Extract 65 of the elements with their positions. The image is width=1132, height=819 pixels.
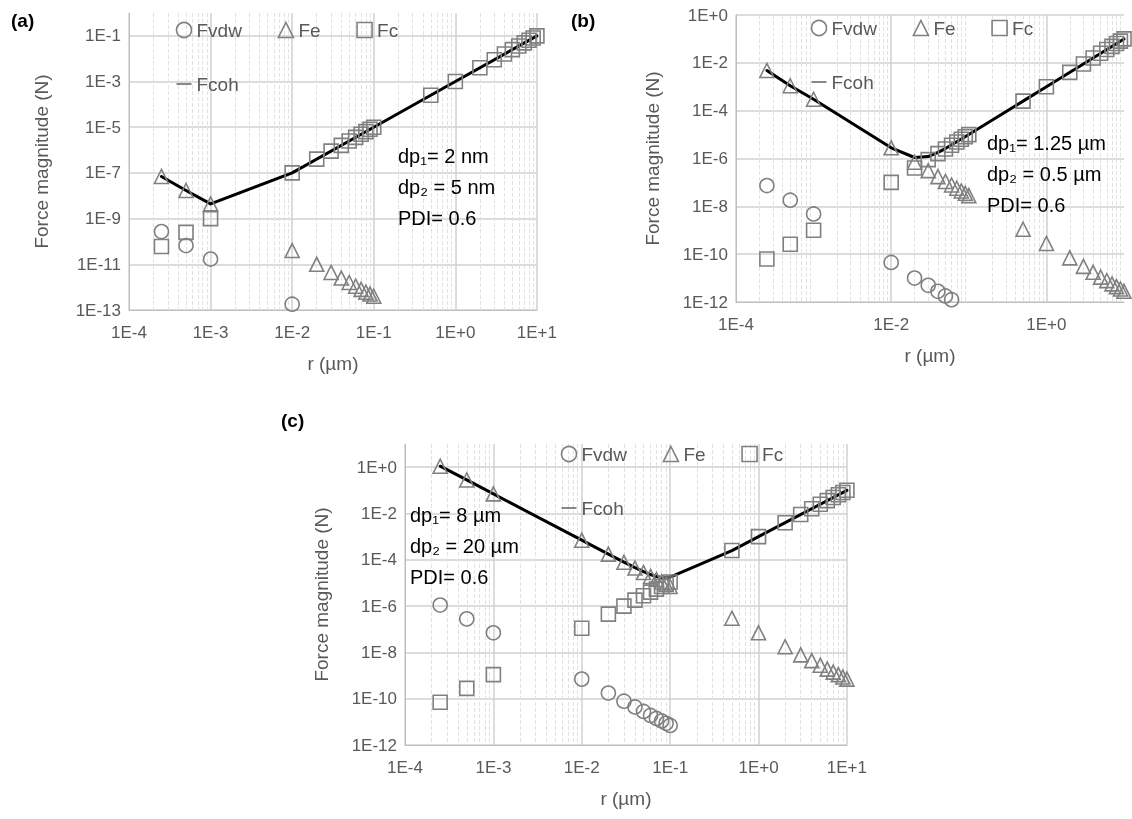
- x-tick-label: 1E-3: [475, 758, 512, 777]
- legend-label: Fe: [933, 17, 956, 39]
- x-tick-label: 1E-2: [274, 323, 311, 342]
- x-tick-label: 1E-4: [111, 323, 147, 342]
- x-tick-label: 1E+0: [1026, 315, 1067, 334]
- x-tick-label: 1E+0: [435, 323, 476, 342]
- x-tick-label: 1E-1: [652, 758, 689, 777]
- chart-title: (a): [11, 10, 35, 31]
- x-tick-label: 1E+1: [516, 323, 558, 342]
- annotation: PDI= 0.6: [398, 207, 477, 229]
- annotation: dp₁= 2 nm: [398, 145, 489, 167]
- y-tick-label: 1E-8: [692, 196, 728, 216]
- annotation: dp₂ = 5 nm: [398, 176, 496, 198]
- legend-label: Fc: [377, 19, 399, 41]
- y-tick-label: 1E-8: [361, 642, 397, 662]
- y-tick-label: 1E-12: [682, 292, 728, 312]
- legend-label: Fc: [1012, 17, 1034, 39]
- annotation: dp₁= 1.25 µm: [987, 132, 1106, 154]
- legend-label: Fvdw: [581, 443, 628, 465]
- y-tick-label: 1E-1: [85, 26, 121, 46]
- y-tick-label: 1E-6: [692, 149, 728, 168]
- y-tick-label: 1E-5: [85, 117, 121, 137]
- y-tick-label: 1E-4: [692, 101, 728, 121]
- y-tick-label: 1E-10: [351, 689, 397, 709]
- y-tick-label: 1E-2: [692, 53, 728, 73]
- x-axis-title: r (µm): [904, 345, 956, 366]
- x-axis-title: r (µm): [307, 353, 359, 374]
- x-tick-label: 1E-3: [192, 323, 229, 342]
- x-tick-label: 1E-4: [718, 315, 754, 334]
- y-tick-label: 1E-3: [85, 72, 121, 92]
- text: (b): [571, 10, 596, 31]
- legend-label: Fvdw: [831, 17, 878, 39]
- x-tick-label: 1E+1: [826, 758, 868, 777]
- legend-label: Fe: [683, 443, 706, 465]
- x-tick-label: 1E-2: [873, 315, 910, 334]
- legend-label: Fe: [298, 19, 321, 41]
- legend-label: Fcoh: [581, 497, 624, 519]
- legend-label: Fcoh: [196, 73, 239, 95]
- y-tick-label: 1E-2: [361, 503, 397, 523]
- legend-label: Fc: [762, 443, 784, 465]
- x-tick-label: 1E-4: [387, 758, 423, 777]
- annotation: dp₂ = 0.5 µm: [987, 163, 1102, 185]
- legend-label: Fvdw: [196, 19, 243, 41]
- y-tick-label: 1E-10: [682, 244, 728, 264]
- y-axis-title: Force magnitude (N): [311, 507, 332, 682]
- y-tick-label: 1E+0: [687, 5, 728, 25]
- annotation: dp₂ = 20 µm: [410, 535, 519, 557]
- y-axis-title: Force magnitude (N): [642, 71, 663, 246]
- y-tick-label: 1E-13: [75, 300, 121, 320]
- y-tick-label: 1E+0: [356, 457, 397, 477]
- chart-title: (c): [281, 410, 305, 431]
- y-tick-label: 1E-6: [361, 596, 397, 616]
- y-tick-label: 1E-9: [85, 209, 121, 229]
- y-tick-label: 1E-4: [361, 550, 397, 570]
- y-tick-label: 1E-11: [76, 254, 121, 274]
- y-tick-label: 1E-7: [85, 163, 121, 183]
- annotation: dp₁= 8 µm: [410, 504, 502, 526]
- legend-label: Fcoh: [831, 71, 874, 93]
- x-axis-title: r (µm): [600, 788, 652, 809]
- annotation: PDI= 0.6: [410, 566, 489, 588]
- x-tick-label: 1E-2: [563, 758, 600, 777]
- y-axis-title: Force magnitude (N): [31, 74, 52, 249]
- x-tick-label: 1E+0: [738, 758, 779, 777]
- y-tick-label: 1E-12: [351, 735, 397, 755]
- annotation: PDI= 0.6: [987, 194, 1066, 216]
